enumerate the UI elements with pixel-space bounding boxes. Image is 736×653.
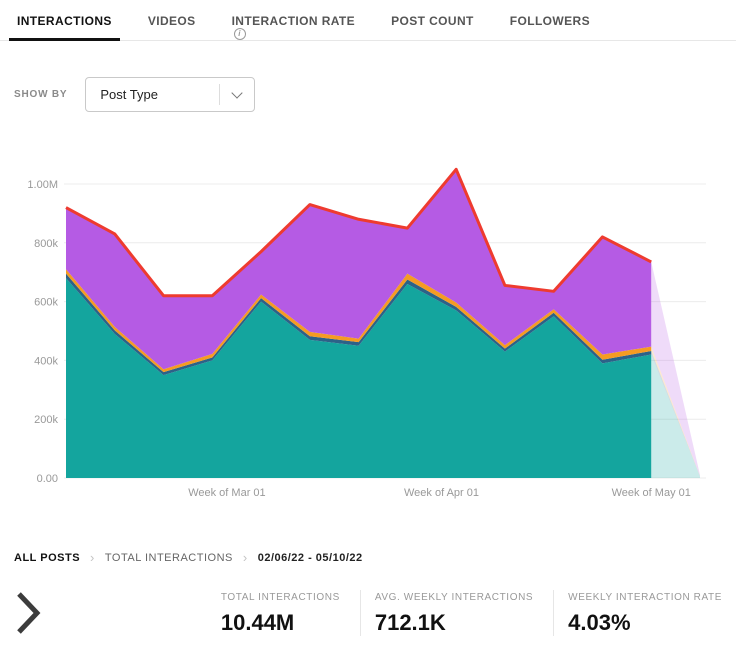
- controls-row: SHOW BY Post Type: [14, 77, 722, 112]
- tab-videos[interactable]: VIDEOS: [145, 0, 199, 40]
- chart-area: 0.00 200k 400k 600k 800k 1.00M Week of Mar 01 W…: [0, 158, 736, 511]
- stats-group: TOTAL INTERACTIONS 10.44M AVG. WEEKLY IN…: [221, 590, 722, 636]
- stat-value: 712.1K: [374, 610, 446, 635]
- svg-text:Week of Apr 01: Week of Apr 01: [404, 487, 479, 499]
- info-icon[interactable]: i: [233, 28, 246, 40]
- svg-text:400k: 400k: [34, 355, 58, 367]
- svg-text:1.00M: 1.00M: [27, 179, 58, 191]
- svg-text:600k: 600k: [34, 297, 58, 309]
- stat-value: 4.03%: [568, 610, 631, 635]
- tab-label: VIDEOS: [147, 14, 196, 28]
- tab-label: INTERACTION RATE: [231, 14, 356, 28]
- svg-text:Week of May 01: Week of May 01: [612, 487, 691, 499]
- stat-label: TOTAL INTERACTIONS: [220, 592, 340, 603]
- stat-value: 10.44M: [220, 610, 295, 635]
- stat-total-interactions: TOTAL INTERACTIONS 10.44M: [221, 590, 360, 636]
- tab-interaction-rate[interactable]: INTERACTION RATE i: [229, 0, 359, 40]
- tab-label: POST COUNT: [391, 14, 474, 28]
- tab-label: INTERACTIONS: [17, 14, 112, 28]
- breadcrumb-chevron-icon: ›: [242, 550, 248, 565]
- svg-text:800k: 800k: [34, 238, 58, 250]
- chevron-right-icon: [17, 592, 41, 634]
- tab-bar: INTERACTIONS VIDEOS INTERACTION RATE i P…: [0, 0, 736, 41]
- stat-weekly-interaction-rate: WEEKLY INTERACTION RATE 4.03%: [553, 590, 722, 636]
- breadcrumb: ALL POSTS › TOTAL INTERACTIONS › 02/06/2…: [14, 551, 722, 564]
- stat-label: WEEKLY INTERACTION RATE: [568, 592, 722, 603]
- chevron-down-icon[interactable]: [220, 86, 254, 99]
- post-type-dropdown[interactable]: Post Type: [85, 77, 256, 112]
- stat-label: AVG. WEEKLY INTERACTIONS: [374, 592, 534, 603]
- stats-row: TOTAL INTERACTIONS 10.44M AVG. WEEKLY IN…: [14, 590, 722, 636]
- stat-avg-weekly-interactions: AVG. WEEKLY INTERACTIONS 712.1K: [359, 590, 553, 636]
- breadcrumb-chevron-icon: ›: [90, 550, 95, 565]
- interactions-chart[interactable]: 0.00 200k 400k 600k 800k 1.00M Week of Mar 01 W…: [0, 158, 736, 506]
- show-by-label: SHOW BY: [14, 89, 68, 100]
- breadcrumb-total-interactions[interactable]: TOTAL INTERACTIONS: [104, 551, 233, 564]
- dropdown-divider: [219, 84, 221, 105]
- breadcrumb-date-range: 02/06/22 - 05/10/22: [257, 551, 363, 564]
- dropdown-value: Post Type: [100, 87, 158, 102]
- svg-text:200k: 200k: [34, 414, 58, 426]
- tab-interactions[interactable]: INTERACTIONS: [9, 0, 120, 41]
- tab-label: FOLLOWERS: [509, 14, 591, 28]
- breadcrumb-all-posts[interactable]: ALL POSTS: [14, 551, 81, 564]
- svg-text:0.00: 0.00: [37, 473, 58, 485]
- tab-post-count[interactable]: POST COUNT: [388, 0, 477, 40]
- svg-text:Week of Mar 01: Week of Mar 01: [188, 487, 265, 499]
- expand-chevron-button[interactable]: [14, 590, 50, 636]
- tab-followers[interactable]: FOLLOWERS: [507, 0, 593, 40]
